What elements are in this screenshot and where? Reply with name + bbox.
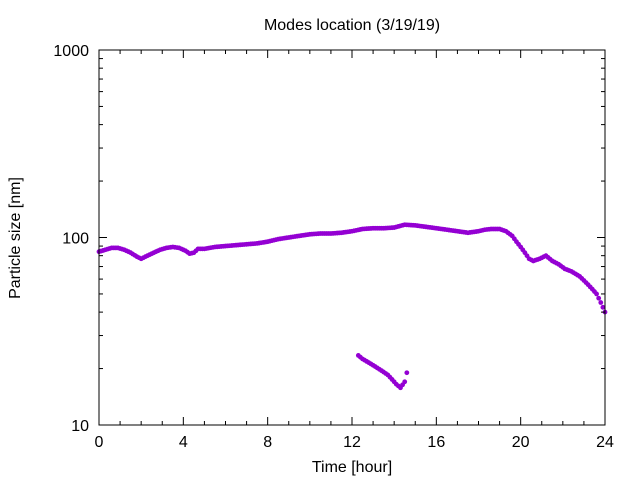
plot-frame <box>98 49 606 426</box>
y-axis-label: Particle size [nm] <box>7 177 24 299</box>
x-tick-label: 0 <box>95 434 104 451</box>
x-axis-label: Time [hour] <box>312 459 392 476</box>
chart-title: Modes location (3/19/19) <box>264 17 440 34</box>
y-tick-label: 100 <box>62 231 89 248</box>
data-point <box>594 291 599 297</box>
data-point <box>598 300 604 305</box>
x-tick-label: 8 <box>263 434 272 451</box>
x-tick-label: 12 <box>343 434 361 451</box>
data-points <box>96 222 608 391</box>
x-tick-label: 4 <box>179 434 188 451</box>
x-tick-label: 24 <box>596 434 614 451</box>
axis-ticks: 0 4 8 12 16 20 24 10 100 1000 <box>53 43 614 451</box>
x-tick-label: 20 <box>512 434 530 451</box>
y-tick-label: 1000 <box>53 43 89 60</box>
data-point <box>404 370 410 376</box>
y-tick-label: 10 <box>71 418 89 435</box>
x-tick-label: 16 <box>427 434 445 451</box>
data-point <box>600 304 606 310</box>
data-point <box>596 295 602 301</box>
data-point <box>402 379 408 385</box>
